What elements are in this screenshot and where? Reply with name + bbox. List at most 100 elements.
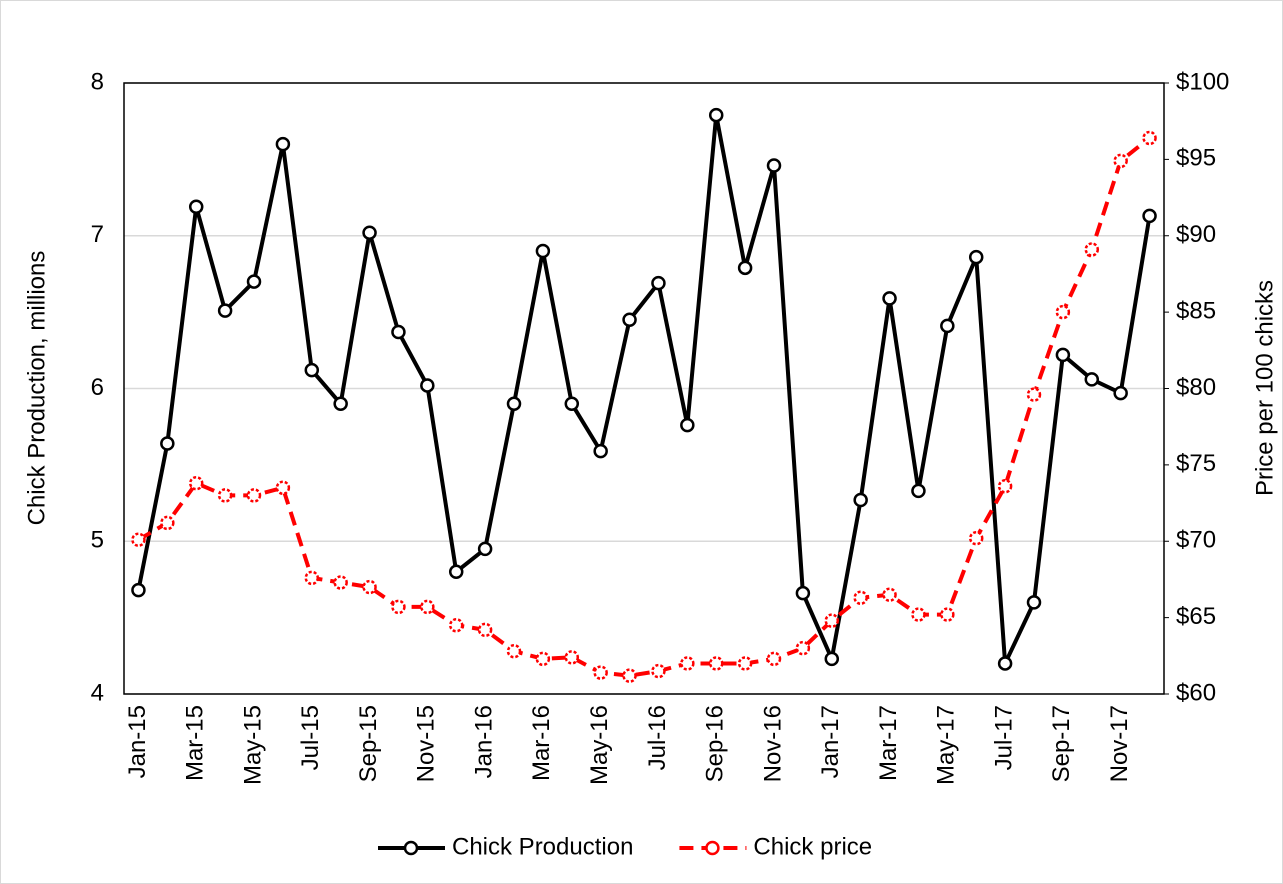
series-marker xyxy=(622,668,637,683)
series-marker xyxy=(680,656,695,671)
series-marker xyxy=(448,564,464,580)
series-marker xyxy=(362,579,377,595)
series-marker xyxy=(593,443,608,459)
y-tick-label: 6 xyxy=(91,374,104,401)
series-marker xyxy=(333,396,348,412)
series-marker xyxy=(188,475,204,491)
series-marker xyxy=(506,396,522,412)
series-marker xyxy=(1084,372,1100,387)
series-marker xyxy=(651,663,666,679)
series-marker xyxy=(564,650,580,665)
y-axis-title: Chick Production, millions xyxy=(23,251,50,526)
series-marker xyxy=(766,651,782,667)
series-marker xyxy=(1055,347,1071,363)
y2-tick-label: $100 xyxy=(1176,68,1229,95)
y-tick-label: 7 xyxy=(91,221,104,248)
x-tick-label: Jul-16 xyxy=(644,705,671,770)
series-marker xyxy=(853,590,868,606)
series-marker xyxy=(853,492,868,508)
series-marker xyxy=(477,541,493,557)
series-marker xyxy=(766,158,782,173)
series-marker xyxy=(1113,385,1128,401)
y2-tick-label: $90 xyxy=(1176,221,1216,248)
x-tick-label: Jan-15 xyxy=(124,705,151,778)
series-marker xyxy=(131,582,146,598)
legend-marker xyxy=(705,840,720,856)
series-marker xyxy=(535,243,551,259)
y-tick-label: 5 xyxy=(91,527,104,554)
series-marker xyxy=(1084,242,1100,257)
x-tick-label: Nov-17 xyxy=(1106,705,1133,782)
series-marker xyxy=(448,618,464,633)
x-tick-label: Mar-16 xyxy=(528,705,555,781)
series-marker xyxy=(304,570,320,586)
series-marker xyxy=(1026,595,1042,610)
legend-label: Chick Production xyxy=(452,833,633,860)
y2-tick-label: $60 xyxy=(1176,679,1216,706)
series-marker xyxy=(217,488,233,503)
legend-marker xyxy=(403,840,419,856)
y-tick-label: 8 xyxy=(91,68,104,95)
y2-tick-label: $80 xyxy=(1176,374,1216,401)
x-tick-label: Nov-16 xyxy=(759,705,786,782)
series-marker xyxy=(246,274,262,289)
x-tick-label: Mar-17 xyxy=(875,705,902,781)
series-marker xyxy=(737,260,753,276)
series-marker xyxy=(275,480,291,496)
series-marker xyxy=(680,417,695,433)
series-marker xyxy=(1055,304,1071,320)
series-marker xyxy=(188,199,204,214)
series-marker xyxy=(246,488,262,503)
series-marker xyxy=(420,599,435,615)
series-marker xyxy=(911,607,926,622)
series-marker xyxy=(1142,208,1157,224)
series-marker xyxy=(391,324,406,340)
series-marker xyxy=(708,656,724,671)
series-marker xyxy=(795,585,811,601)
series-marker xyxy=(160,436,175,451)
x-tick-label: May-15 xyxy=(239,705,266,785)
y2-tick-label: $85 xyxy=(1176,297,1216,324)
legend-label: Chick price xyxy=(753,833,872,860)
y2-tick-label: $75 xyxy=(1176,450,1216,477)
series-marker xyxy=(477,622,493,638)
series-marker xyxy=(968,530,984,546)
series-marker xyxy=(968,249,984,265)
x-tick-label: Sep-17 xyxy=(1048,705,1075,782)
series-marker xyxy=(275,136,291,152)
series-marker xyxy=(535,651,551,667)
x-tick-label: Sep-16 xyxy=(702,705,729,782)
y2-tick-label: $70 xyxy=(1176,527,1216,554)
series-marker xyxy=(160,515,175,531)
series-marker xyxy=(564,396,580,412)
series-marker xyxy=(911,483,926,499)
series-marker xyxy=(217,303,233,318)
series-line xyxy=(136,113,1152,666)
x-tick-label: Jul-15 xyxy=(297,705,324,770)
series-marker xyxy=(131,532,146,547)
series-marker xyxy=(651,275,666,291)
series-marker xyxy=(997,479,1013,494)
series-marker xyxy=(824,613,840,628)
x-tick-label: Jan-16 xyxy=(470,705,497,778)
series-marker xyxy=(940,607,955,622)
x-tick-label: May-16 xyxy=(586,705,613,785)
series-marker xyxy=(593,665,608,680)
series-marker xyxy=(1026,387,1042,402)
x-tick-label: Jan-17 xyxy=(817,705,844,778)
series-marker xyxy=(997,656,1013,671)
series-marker xyxy=(882,587,897,602)
series-line xyxy=(137,136,1151,678)
series-marker xyxy=(506,643,522,659)
x-tick-label: Mar-15 xyxy=(182,705,209,781)
series-marker xyxy=(737,656,753,671)
y2-tick-label: $95 xyxy=(1176,145,1216,172)
y-tick-label: 4 xyxy=(91,679,104,706)
series-marker xyxy=(708,107,724,123)
series-marker xyxy=(824,651,840,667)
series-marker xyxy=(622,312,637,328)
x-tick-label: Jul-17 xyxy=(990,705,1017,770)
series-marker xyxy=(420,378,435,393)
